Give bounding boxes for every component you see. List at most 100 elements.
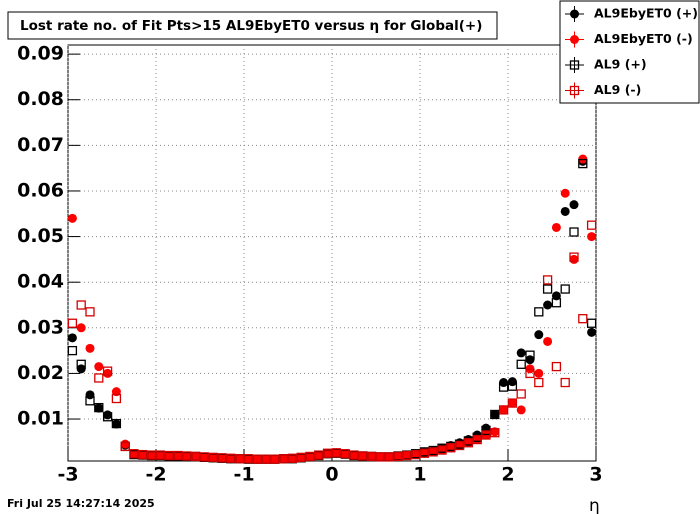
data-point [560, 188, 570, 198]
legend-box [559, 0, 700, 104]
data-point [586, 220, 597, 230]
data-point [507, 381, 518, 391]
data-point [296, 452, 306, 463]
data-point [569, 227, 579, 237]
data-point [366, 451, 377, 462]
data-point [138, 449, 148, 460]
data-point [419, 448, 430, 458]
data-point [191, 451, 201, 461]
data-point [146, 450, 157, 460]
x-axis-label: η [589, 496, 600, 514]
data-point [367, 451, 377, 461]
data-point [402, 450, 412, 461]
legend-label: AL9EbyET0 (+) [594, 6, 698, 21]
data-point [569, 254, 579, 264]
data-point [551, 298, 562, 308]
data-point [85, 343, 95, 353]
data-point [472, 435, 482, 445]
data-point [340, 449, 350, 459]
data-point [331, 448, 342, 458]
data-point [322, 448, 333, 458]
data-point [428, 447, 438, 457]
legend-marker [569, 85, 580, 96]
timestamp: Fri Jul 25 14:27:14 2025 [7, 497, 155, 510]
data-point [67, 345, 78, 356]
data-point [525, 368, 535, 379]
data-point [217, 453, 227, 463]
data-point [76, 323, 86, 333]
data-point [226, 453, 236, 463]
data-point [463, 438, 473, 448]
data-point [85, 390, 95, 400]
data-point [534, 307, 544, 317]
data-point [94, 403, 104, 413]
data-point [173, 450, 183, 461]
legend-marker [569, 60, 580, 70]
data-point [155, 450, 165, 460]
data-point [147, 450, 157, 460]
data-point [384, 452, 394, 462]
data-point [234, 454, 245, 464]
data-point [217, 453, 227, 463]
data-point [349, 450, 359, 460]
data-point [534, 330, 544, 340]
data-point [129, 449, 139, 459]
data-point [94, 402, 104, 413]
data-point [586, 318, 597, 328]
data-point [120, 439, 130, 449]
y-tick-label: 0.09 [17, 43, 64, 65]
data-point [287, 453, 298, 463]
data-point [578, 314, 588, 324]
data-point [243, 454, 254, 464]
title-box [7, 11, 498, 40]
data-point [85, 396, 95, 406]
data-point [481, 430, 491, 440]
data-point [235, 454, 245, 464]
data-point [358, 451, 368, 461]
data-point [516, 359, 526, 369]
data-point [543, 336, 553, 346]
data-point [94, 373, 104, 383]
data-point [463, 438, 474, 448]
data-point [560, 206, 570, 216]
data-point [393, 451, 403, 462]
data-point [296, 452, 306, 462]
data-point [472, 434, 482, 445]
legend-label: AL9EbyET0 (-) [594, 31, 693, 46]
data-point [331, 448, 341, 458]
data-point [411, 450, 421, 460]
data-point [587, 232, 597, 242]
data-point [67, 333, 77, 343]
data-point [279, 454, 289, 464]
data-point [516, 389, 526, 399]
data-point [569, 200, 579, 210]
data-point [490, 428, 500, 438]
y-tick-label: 0.02 [17, 362, 64, 384]
data-point [446, 443, 456, 453]
data-point [155, 450, 166, 460]
data-point [498, 382, 509, 392]
data-point [375, 452, 386, 462]
data-point [542, 284, 553, 294]
data-point [94, 362, 104, 372]
data-point [498, 405, 509, 415]
data-point [252, 454, 262, 464]
data-point [560, 284, 570, 294]
data-point [164, 451, 174, 461]
data-point [76, 300, 86, 310]
data-point [578, 158, 588, 169]
y-tick-label: 0.04 [17, 271, 64, 293]
data-point [542, 275, 553, 285]
data-point [516, 405, 526, 415]
data-point [516, 348, 526, 358]
chart-title: Lost rate no. of Fit Pts>15 AL9EbyET0 ve… [20, 18, 482, 34]
data-point [323, 448, 333, 458]
data-point [208, 452, 218, 462]
data-point [560, 377, 570, 388]
x-tick-label: -1 [233, 464, 254, 486]
data-point [129, 449, 139, 459]
data-point [243, 454, 253, 464]
data-point [182, 451, 192, 461]
data-point [67, 213, 77, 223]
legend-label: AL9 (-) [594, 82, 641, 97]
